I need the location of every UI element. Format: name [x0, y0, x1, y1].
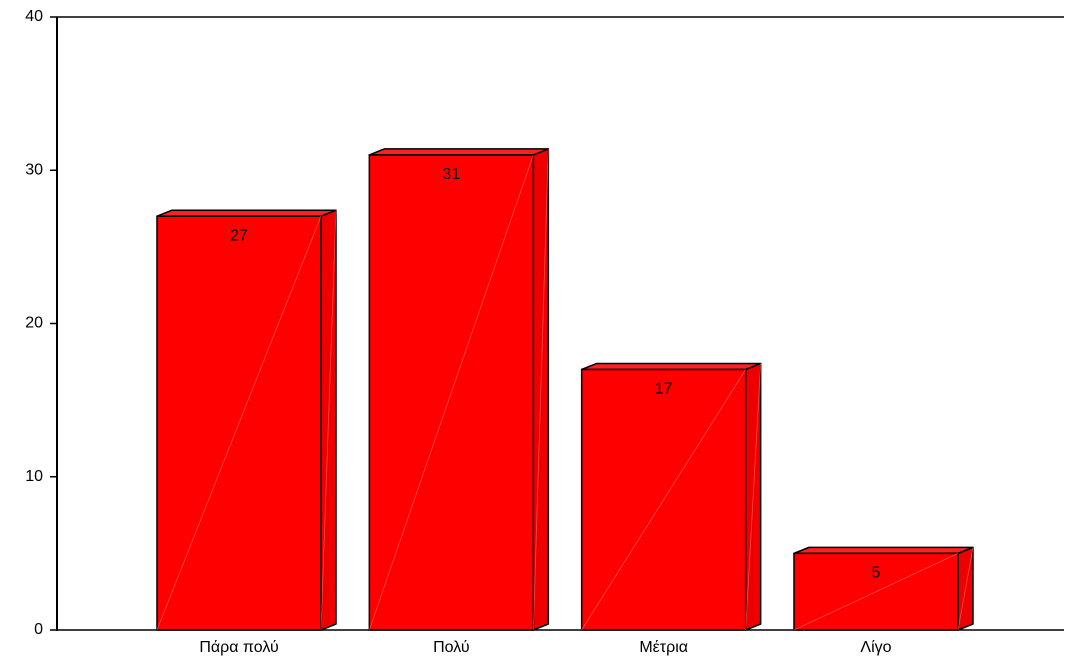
bar-side-sheen: [320, 210, 337, 631]
y-tick-label: 20: [25, 315, 43, 332]
bar-group: 17: [580, 362, 762, 631]
data-label: 17: [655, 381, 673, 398]
bar-side-sheen: [957, 547, 974, 631]
bar-sheen: [581, 369, 746, 631]
bar-top: [156, 209, 337, 217]
bar-group: 5: [793, 546, 974, 631]
bar-group: 27: [156, 209, 337, 631]
bars: 27 31 17 5: [156, 148, 974, 631]
bar-sheen: [368, 154, 534, 631]
y-tick-label: 30: [25, 161, 43, 178]
y-tick-label: 10: [25, 468, 43, 485]
bar-side-sheen: [745, 363, 762, 631]
y-tick-label: 0: [34, 621, 43, 638]
bar-top: [368, 148, 550, 156]
bar-top: [580, 362, 762, 371]
y-axis-ticks: 0 10 20 30 40: [25, 8, 57, 638]
bar-top: [793, 546, 974, 555]
bar-side-sheen: [532, 148, 549, 631]
bar-sheen: [156, 216, 322, 631]
x-axis-ticks: Πάρα πολύ Πολύ Μέτρια Λίγο: [199, 639, 891, 656]
bar-sheen: [793, 553, 959, 631]
data-label: 5: [872, 565, 881, 582]
data-label: 27: [230, 227, 248, 244]
x-tick-label: Πολύ: [433, 639, 470, 656]
x-tick-label: Μέτρια: [639, 639, 688, 656]
x-tick-label: Πάρα πολύ: [199, 639, 278, 656]
x-tick-label: Λίγο: [860, 639, 891, 656]
bar-group: 31: [368, 148, 550, 631]
data-label: 31: [442, 166, 460, 183]
y-tick-label: 40: [25, 8, 43, 25]
